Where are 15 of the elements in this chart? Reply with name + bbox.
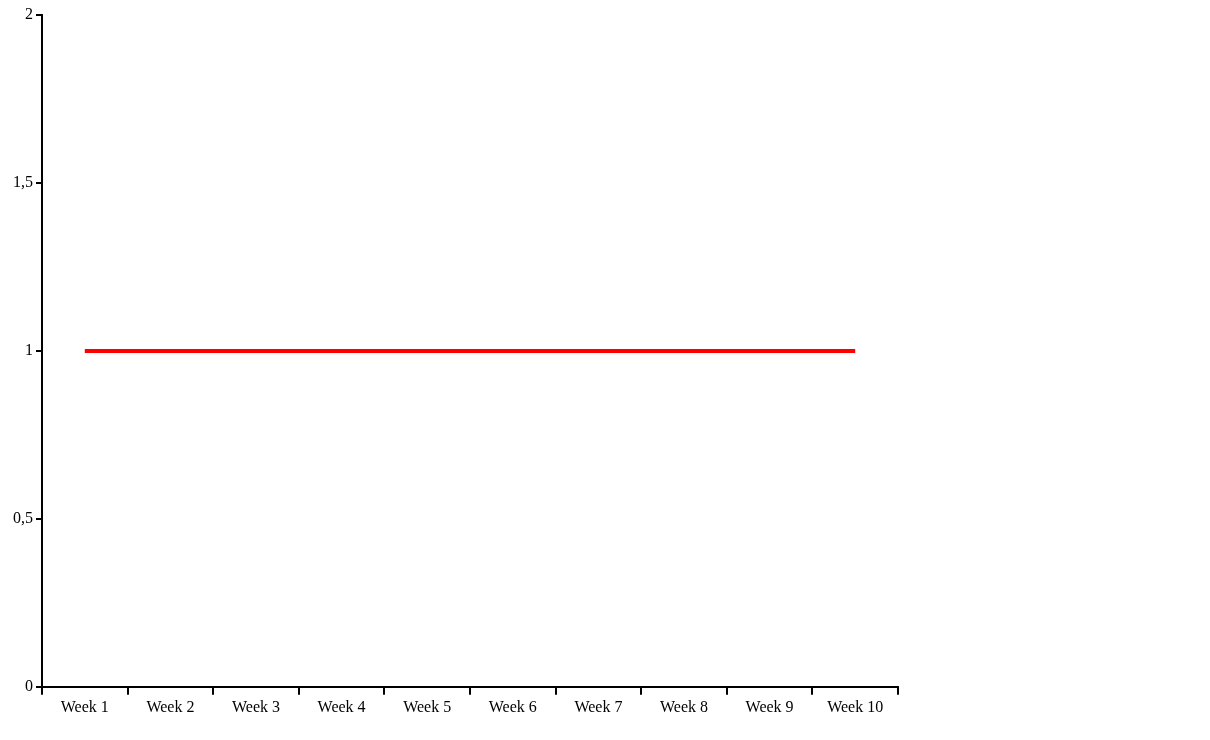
x-tick-label: Week 2 <box>146 697 195 715</box>
x-tick-label: Week 8 <box>659 697 709 715</box>
y-tick-label: 1,5 <box>13 173 33 191</box>
x-tick-label: Week 10 <box>827 697 884 715</box>
x-tick-label: Week 6 <box>488 697 537 715</box>
x-tick-label: Week 1 <box>60 697 109 715</box>
y-tick-label: 0,5 <box>13 509 33 527</box>
y-tick-label: 0 <box>25 677 33 694</box>
x-tick-label: Week 9 <box>745 697 794 715</box>
y-tick-label: 1 <box>25 341 33 359</box>
x-tick-label: Week 7 <box>574 697 623 715</box>
x-tick-label: Week 4 <box>317 697 366 715</box>
x-tick-label: Week 3 <box>231 697 281 715</box>
y-tick-label: 2 <box>25 5 33 23</box>
x-tick-label: Week 5 <box>403 697 452 715</box>
